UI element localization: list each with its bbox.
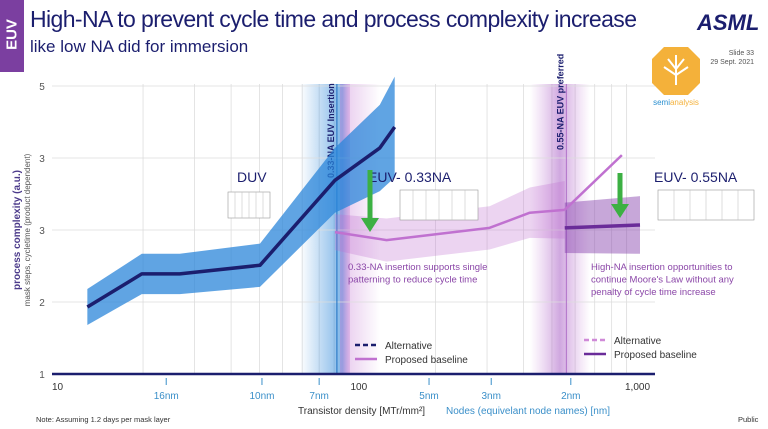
footnote: Note: Assuming 1.2 days per mask layer [36, 415, 171, 424]
insertion-line-label: 0.33-NA EUV Insertion [326, 83, 336, 178]
slide-date: 29 Sept. 2021 [710, 59, 754, 66]
legend-alternative-label: Alternative [614, 336, 662, 347]
semianalysis-logo: semianalysis [652, 47, 700, 107]
x-tick-label: 10 [52, 382, 64, 393]
euv055-baseline-line [564, 223, 641, 230]
node-label: 2nm [561, 391, 580, 402]
slide-number: Slide 33 [728, 50, 754, 57]
legend-alternative-label: Alternative [385, 341, 433, 352]
insertion-line-label: 0.55-NA EUV preferred [555, 54, 565, 150]
region-label: EUV- 0.33NA [368, 169, 452, 185]
svg-text:semianalysis: semianalysis [653, 98, 699, 107]
green-arrow-head-icon [611, 204, 629, 218]
y-tick-label: 3 [39, 226, 45, 237]
node-label: 16nm [154, 391, 179, 402]
node-axis-title: Nodes (equivelant node names) [nm] [446, 406, 610, 417]
asml-logo: ASML [697, 10, 760, 35]
legend-baseline-label: Proposed baseline [614, 350, 697, 361]
node-label: 10nm [249, 391, 274, 402]
node-label: 3nm [481, 391, 500, 402]
y-tick-label: 1 [39, 370, 45, 381]
x-tick-label: 1,000 [625, 382, 650, 393]
annotation-055: High-NA insertion opportunities to contin… [591, 262, 734, 298]
node-label: 7nm [309, 391, 328, 402]
x-tick-label: 100 [351, 382, 368, 393]
y-tick-label: 3 [39, 154, 45, 165]
duv-line [86, 126, 397, 309]
euv033-continued-line [563, 154, 623, 211]
euv033-baseline-line [334, 208, 565, 242]
green-arrow-head-icon [361, 218, 379, 232]
page-title: High-NA to prevent cycle time and proces… [30, 6, 637, 32]
legend-baseline-label: Proposed baseline [385, 355, 468, 366]
page-subtitle: like low NA did for immersion [30, 37, 249, 56]
section-tab: EUV [0, 0, 24, 72]
duv-band [87, 76, 395, 326]
node-label: 5nm [419, 391, 438, 402]
region-label: DUV [237, 169, 267, 185]
y-tick-label: 5 [39, 82, 45, 93]
region-label: EUV- 0.55NA [654, 169, 738, 185]
annotation-033: 0.33-NA insertion supports single pattern… [348, 262, 487, 286]
x-axis-title: Transistor density [MTr/mm²] [298, 406, 426, 417]
y-tick-label: 2 [39, 298, 45, 309]
euv033-band [334, 181, 565, 262]
classification: Public [738, 415, 759, 424]
slide-info: Slide 33 29 Sept. 2021 [710, 49, 754, 67]
